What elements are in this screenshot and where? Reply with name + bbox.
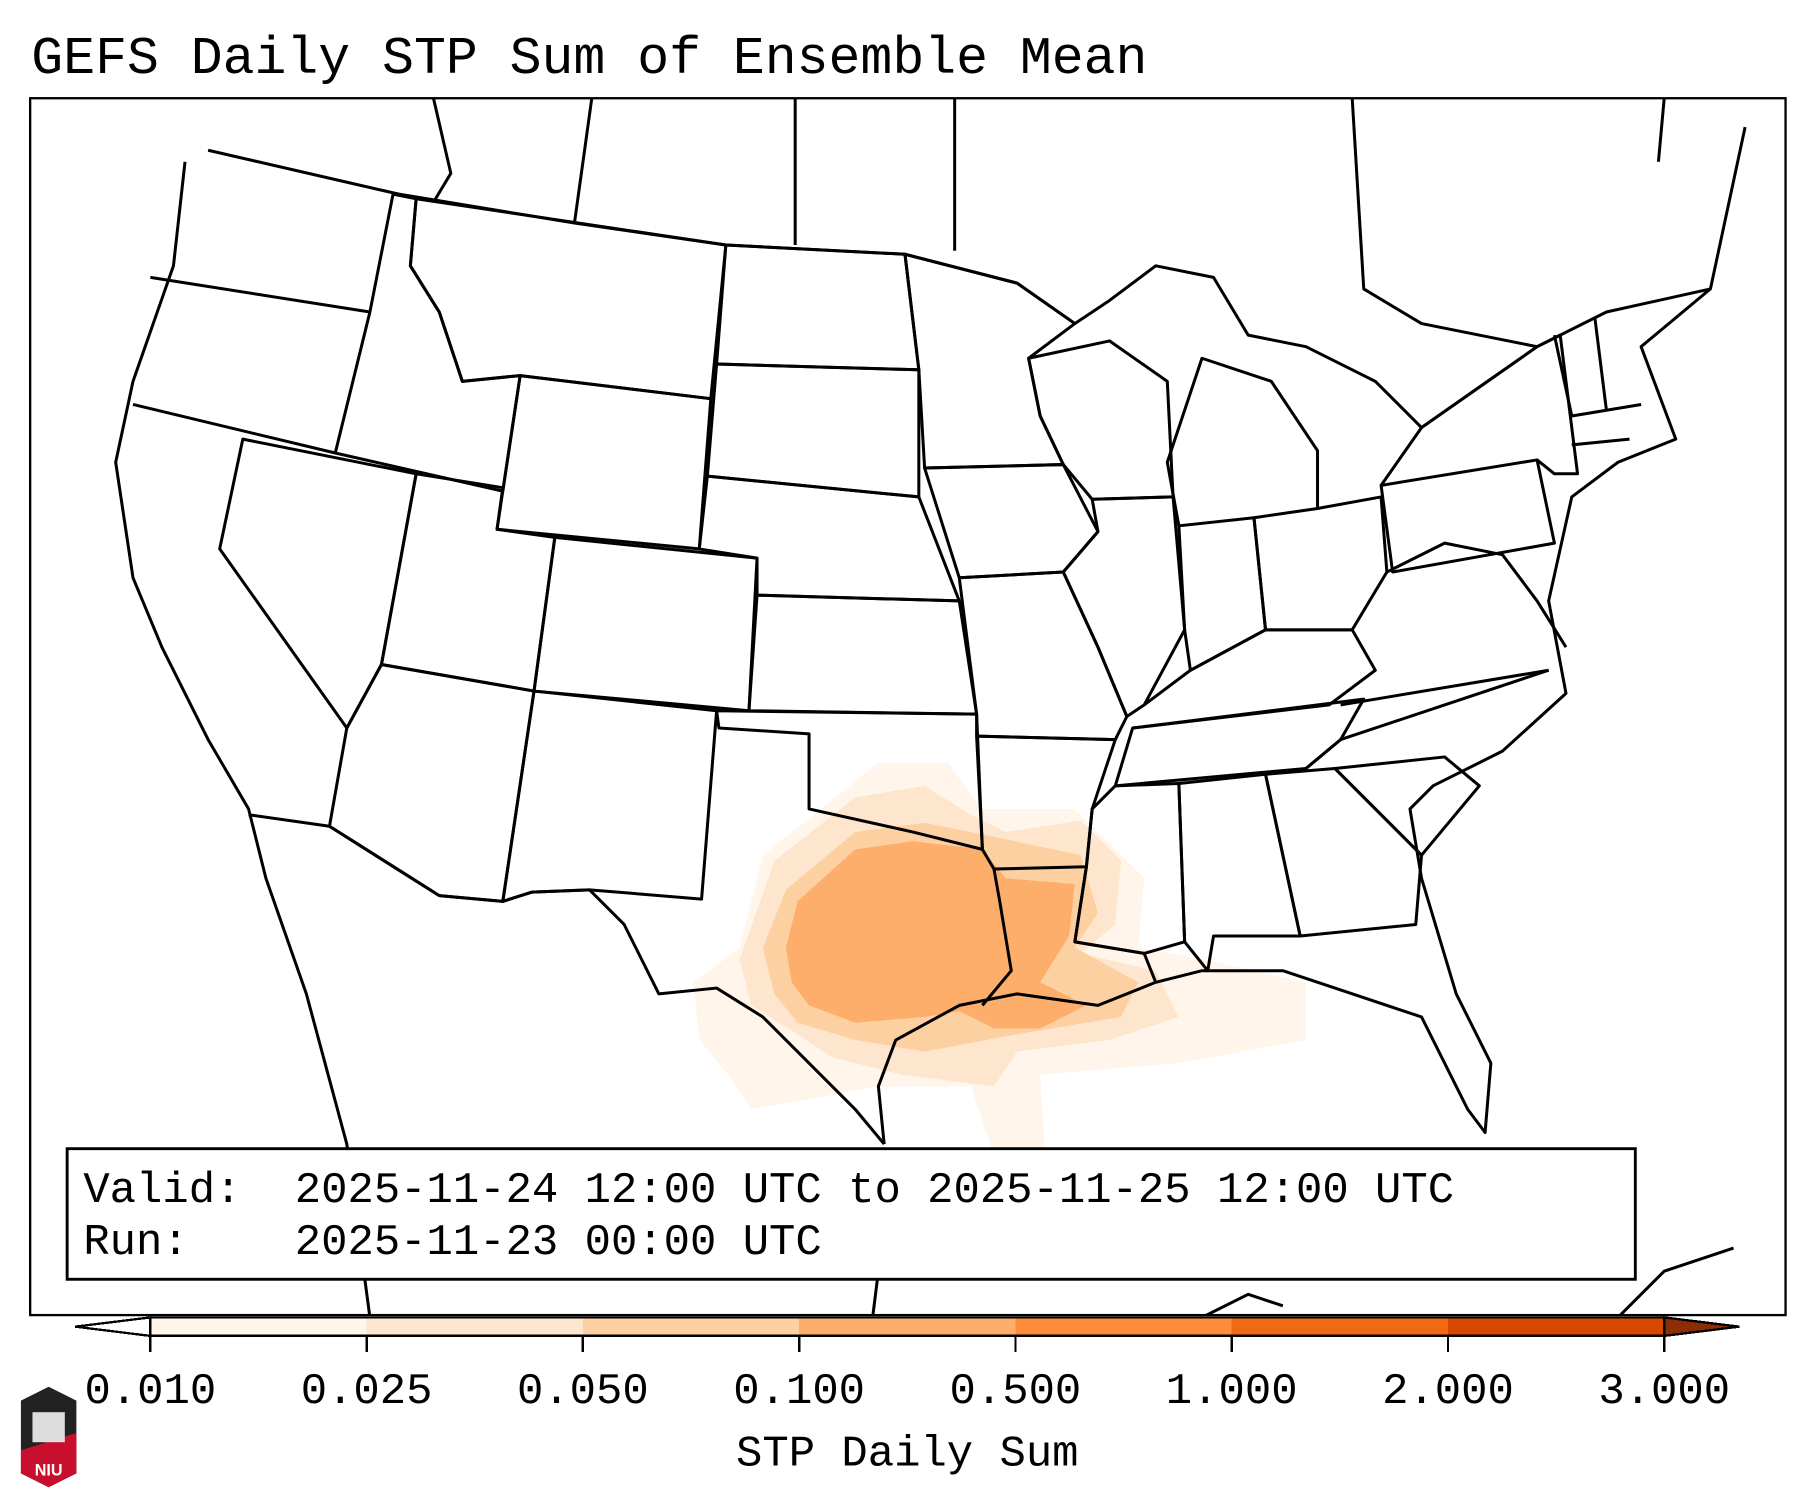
colorbar-bin xyxy=(799,1317,1016,1336)
colorbar-bin xyxy=(366,1317,584,1336)
valid-label: Valid: xyxy=(83,1166,241,1216)
valid-value: 2025-11-24 12:00 UTC to 2025-11-25 12:00… xyxy=(295,1166,1454,1216)
colorbar-bin xyxy=(582,1317,800,1336)
colorbar-bin xyxy=(150,1317,368,1336)
info-box: Valid: 2025-11-24 12:00 UTC to 2025-11-2… xyxy=(65,1147,1637,1281)
colorbar-tick-label: 0.100 xyxy=(733,1367,865,1417)
colorbar: 0.010 0.025 0.050 0.100 0.500 1.000 2.000 3.000… xyxy=(75,1316,1740,1479)
colorbar-under-extension xyxy=(75,1316,152,1338)
boundaries xyxy=(114,98,1747,1316)
run-value: 2025-11-23 00:00 UTC xyxy=(295,1218,822,1268)
colorbar-tick-label: 2.000 xyxy=(1382,1367,1514,1417)
niu-logo: NIU xyxy=(20,1386,77,1488)
map xyxy=(29,97,1787,1317)
colorbar-bin xyxy=(1015,1317,1233,1336)
colorbar-over-extension xyxy=(1663,1316,1740,1338)
stp-area-core xyxy=(785,841,1087,1029)
stp-shading xyxy=(693,762,1306,1168)
colorbar-tick-label: 0.500 xyxy=(950,1367,1082,1417)
niu-logo-text: NIU xyxy=(35,1462,63,1480)
colorbar-tick-label: 0.025 xyxy=(301,1367,433,1417)
colorbar-label: STP Daily Sum xyxy=(736,1429,1079,1479)
colorbar-tick-label: 3.000 xyxy=(1598,1367,1730,1417)
figure-title: GEFS Daily STP Sum of Ensemble Mean xyxy=(31,29,1147,89)
map-frame xyxy=(29,97,1787,1317)
colorbar-tick-label: 0.050 xyxy=(517,1367,649,1417)
colorbar-bin xyxy=(1447,1317,1665,1336)
colorbar-tick-label: 1.000 xyxy=(1166,1367,1298,1417)
colorbar-bin xyxy=(1231,1317,1449,1336)
colorbar-tick-label: 0.010 xyxy=(84,1367,216,1417)
run-label: Run: xyxy=(83,1218,188,1268)
